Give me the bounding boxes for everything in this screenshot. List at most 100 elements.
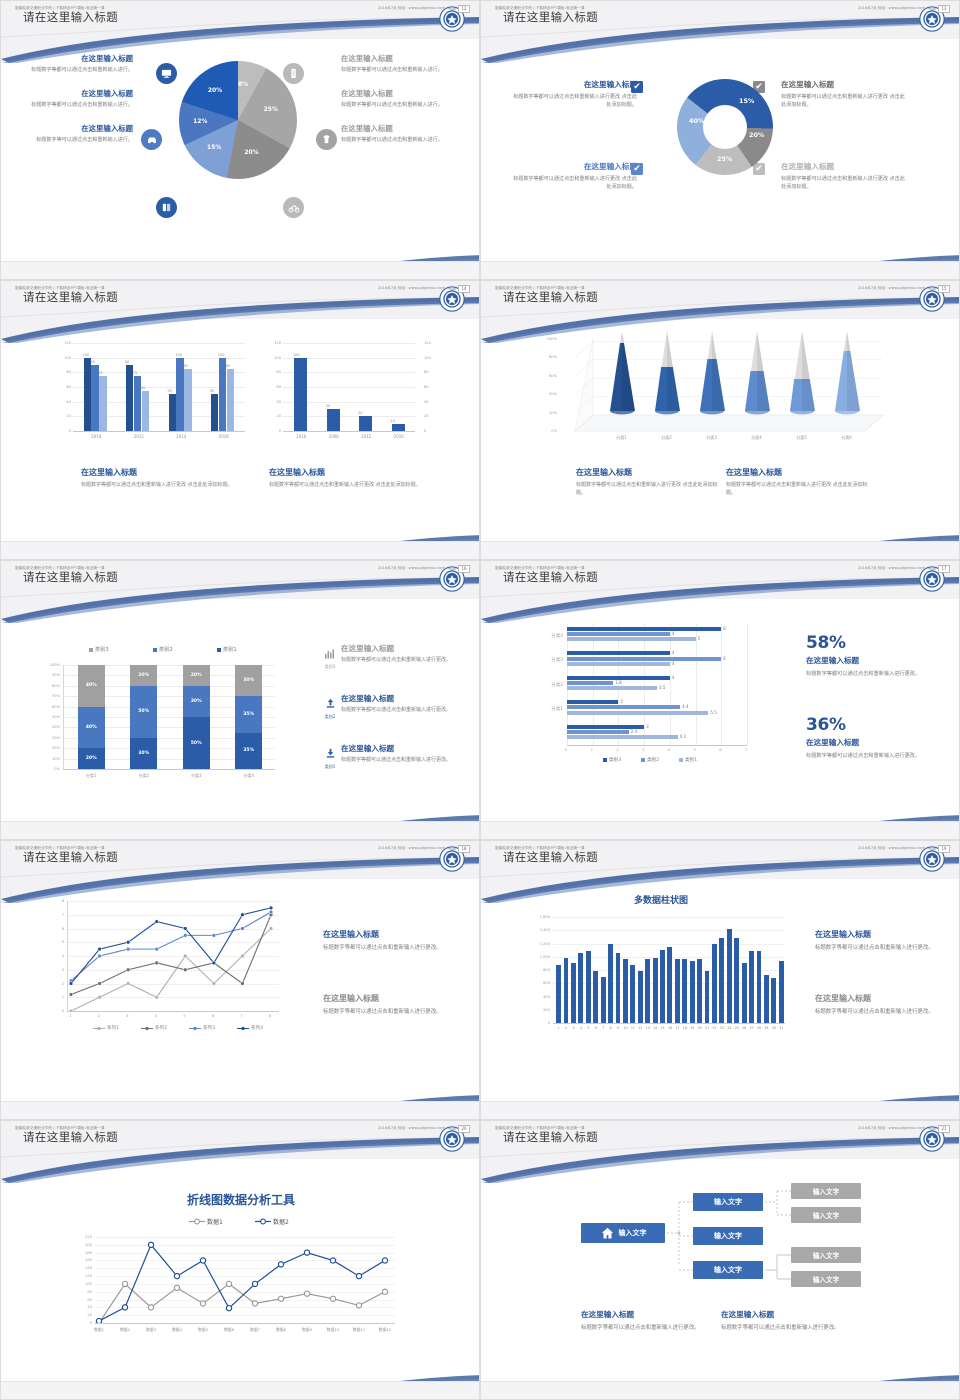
y-tick-label: 5 — [61, 940, 64, 945]
x-tick-label: 29 — [764, 1026, 769, 1030]
stacked-segment: 40% — [77, 665, 105, 707]
bar-chart-icon[interactable]: 类别3 — [317, 644, 343, 670]
y-tick-label: 70% — [52, 694, 60, 699]
feature-text: 标题数字等都可以通过点击和重新输入进行。 — [341, 101, 443, 108]
pie-slice-label: 25% — [263, 105, 278, 113]
org-level3-node[interactable]: 输入文字 — [791, 1271, 861, 1287]
stacked-segment: 50% — [182, 717, 210, 769]
stacked-segment: 30% — [235, 665, 263, 697]
download-icon[interactable]: 类别1 — [317, 744, 343, 770]
caption-text: 标题数字等都可以通过点击和重新输入进行更改。 — [815, 1009, 934, 1015]
column-chart-title: 多数据柱状图 — [633, 896, 688, 906]
y-tick-label-right: 40 — [424, 399, 429, 404]
org-level3-node[interactable]: 输入文字 — [791, 1247, 861, 1263]
bar — [771, 977, 777, 1023]
gridline — [63, 696, 275, 698]
slide-footer — [481, 1381, 959, 1399]
x-tick-label: 5 — [587, 1026, 590, 1030]
icon-label: 类别3 — [324, 664, 336, 669]
org-chart-slide[interactable]: 请在这里输入标题 FUJIAN 福建船政交通职业学院 | 下载精品PPT模板-就… — [480, 1120, 960, 1400]
bicycle-icon[interactable] — [283, 197, 304, 218]
y-tick-label: 0 — [89, 1321, 92, 1325]
bar-value-label: 100 — [217, 352, 225, 357]
org-level2-node[interactable]: 输入文字 — [693, 1261, 763, 1279]
caption-title: 在这里输入标题 — [81, 468, 137, 477]
line-analysis-slide[interactable]: 请在这里输入标题 FUJIAN 福建船政交通职业学院 | 下载精品PPT模板-就… — [0, 1120, 480, 1400]
gridline — [67, 914, 279, 916]
y-tick-label: 140 — [85, 1266, 92, 1271]
gridline — [73, 343, 245, 344]
bar — [719, 938, 725, 1023]
bar-charts-slide[interactable]: 请在这里输入标题 FUJIAN 福建船政交通职业学院 | 下载精品PPT模板-就… — [0, 280, 480, 560]
header-curve-decoration — [481, 1, 959, 63]
checkbox-checked[interactable]: ✔ — [631, 163, 643, 175]
pie-chart-slide[interactable]: 请在这里输入标题 FUJIAN 福建船政交通职业学院 | 下载精品PPT模板-就… — [0, 0, 480, 280]
line-chart-slide[interactable]: 请在这里输入标题 FUJIAN 福建船政交通职业学院 | 下载精品PPT模板-就… — [0, 840, 480, 1120]
x-tick-label: 4 — [579, 1026, 582, 1030]
legend-item: 类别1 — [679, 757, 697, 763]
bar-value-label: 100 — [293, 352, 300, 357]
university-seal-logo: FUJIAN — [919, 286, 945, 312]
caption-title: 在这里输入标题 — [323, 930, 379, 939]
horizontal-bar-slide[interactable]: 请在这里输入标题 FUJIAN 福建船政交通职业学院 | 下载精品PPT模板-就… — [480, 560, 960, 840]
x-tick-label: 7 — [602, 1026, 605, 1030]
y-tick-label-right: 80 — [424, 370, 429, 375]
svg-text:FUJIAN: FUJIAN — [928, 1128, 936, 1131]
car-icon[interactable] — [141, 129, 162, 150]
page-number: 19 — [937, 844, 950, 853]
gridline — [63, 727, 275, 729]
bar — [168, 394, 176, 431]
pie-slice-label: 20% — [207, 86, 223, 94]
checkbox-checked[interactable]: ✔ — [753, 163, 765, 175]
upload-icon[interactable]: 类别2 — [317, 694, 343, 720]
university-seal-logo: FUJIAN — [439, 566, 465, 592]
org-level2-node[interactable]: 输入文字 — [693, 1227, 763, 1245]
checkbox-checked[interactable]: ✔ — [631, 81, 643, 93]
bar-value-label: 4 — [671, 631, 675, 637]
bar-value-label: 100 — [175, 352, 182, 357]
pie-slice-label: 15% — [206, 144, 222, 152]
y-tick-label-right: 100 — [424, 355, 431, 360]
bar — [667, 947, 673, 1023]
footer-left-text: 福建船政交通职业学院 | 下载精品PPT模板-就选第一课 — [15, 846, 105, 850]
multi-column-slide[interactable]: 请在这里输入标题 FUJIAN 福建船政交通职业学院 | 下载精品PPT模板-就… — [480, 840, 960, 1120]
donut-legend-item: 在这里输入标题 标题数字等都可以通过点击和重新输入进行更改 点击此处添加标题。 — [781, 161, 909, 192]
x-tick-label: 数据12 — [378, 1327, 392, 1332]
shirt-icon[interactable] — [316, 129, 337, 150]
org-root-node[interactable]: 输入文字 — [581, 1223, 665, 1243]
page-number: 14 — [457, 284, 470, 293]
caption-text: 标题数字等都可以通过点击和重新输入进行更改 点击此处添加标题。 — [726, 482, 868, 496]
svg-text:FUJIAN: FUJIAN — [448, 1128, 456, 1131]
stacked-bar-slide[interactable]: 请在这里输入标题 FUJIAN 福建船政交通职业学院 | 下载精品PPT模板-就… — [0, 560, 480, 840]
footer-left-text: 福建船政交通职业学院 | 下载精品PPT模板-就选第一课 — [495, 286, 585, 290]
gridline — [644, 623, 646, 745]
bar — [126, 365, 134, 431]
org-level3-node[interactable]: 输入文字 — [791, 1207, 861, 1223]
donut-chart-slide[interactable]: 请在这里输入标题 FUJIAN 福建船政交通职业学院 | 下载精品PPT模板-就… — [480, 0, 960, 280]
org-level2-node[interactable]: 输入文字 — [693, 1193, 763, 1211]
cone-bar — [654, 331, 680, 415]
cone-chart-slide[interactable]: 请在这里输入标题 FUJIAN 福建船政交通职业学院 | 下载精品PPT模板-就… — [480, 280, 960, 560]
feature-title: 在这里输入标题 — [341, 123, 393, 133]
multi-column-chart: 0 200 400 600 800 1,000 1,200 1,400 1,600 1 2 3 4 5 6 7… — [533, 915, 789, 1030]
x-tick-label: 8 — [269, 1014, 272, 1018]
phone-icon[interactable] — [283, 63, 304, 84]
x-tick-label: 19 — [690, 1026, 695, 1030]
page-number: 12 — [457, 4, 470, 13]
bar — [211, 394, 219, 431]
y-tick-label: 0% — [551, 429, 557, 433]
monitor-icon[interactable] — [156, 63, 177, 84]
y-tick-label: 20 — [66, 414, 71, 419]
svg-text:FUJIAN: FUJIAN — [448, 288, 456, 291]
university-seal-logo: FUJIAN — [439, 1126, 465, 1152]
book-icon[interactable] — [156, 197, 177, 218]
bar-value-label: 50 — [210, 389, 215, 394]
bar-value-label: 6 — [723, 626, 726, 631]
y-tick-label: 80% — [549, 355, 557, 360]
university-seal-logo: FUJIAN — [919, 6, 945, 32]
y-tick-label: 200 — [85, 1242, 92, 1247]
y-tick-label: 90% — [52, 673, 60, 678]
bar — [567, 627, 722, 631]
slide-canvas: 请在这里输入标题 FUJIAN 福建船政交通职业学院 | 下载精品PPT模板-就… — [1, 1121, 479, 1399]
org-level3-node[interactable]: 输入文字 — [791, 1183, 861, 1199]
